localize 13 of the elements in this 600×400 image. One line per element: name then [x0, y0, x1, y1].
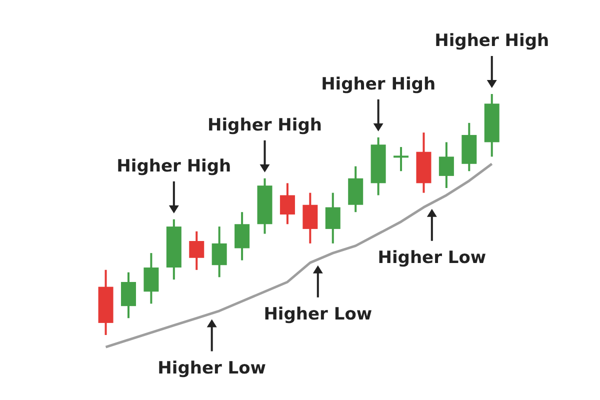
candlestick: [438, 141, 454, 189]
annotation: Higher Low: [264, 304, 372, 324]
text: Higher High: [434, 31, 550, 51]
text: Higher Low: [158, 358, 266, 378]
candlestick: [212, 226, 227, 278]
annotation: Higher High: [208, 115, 322, 136]
candlestick: [394, 146, 409, 172]
annotation: Higher High: [321, 74, 436, 94]
candlestick: [325, 192, 340, 244]
candlestick: [189, 230, 204, 271]
candlestick: [280, 182, 295, 226]
annotation: Higher Low: [378, 248, 486, 268]
annotation: Higher High: [116, 156, 232, 176]
